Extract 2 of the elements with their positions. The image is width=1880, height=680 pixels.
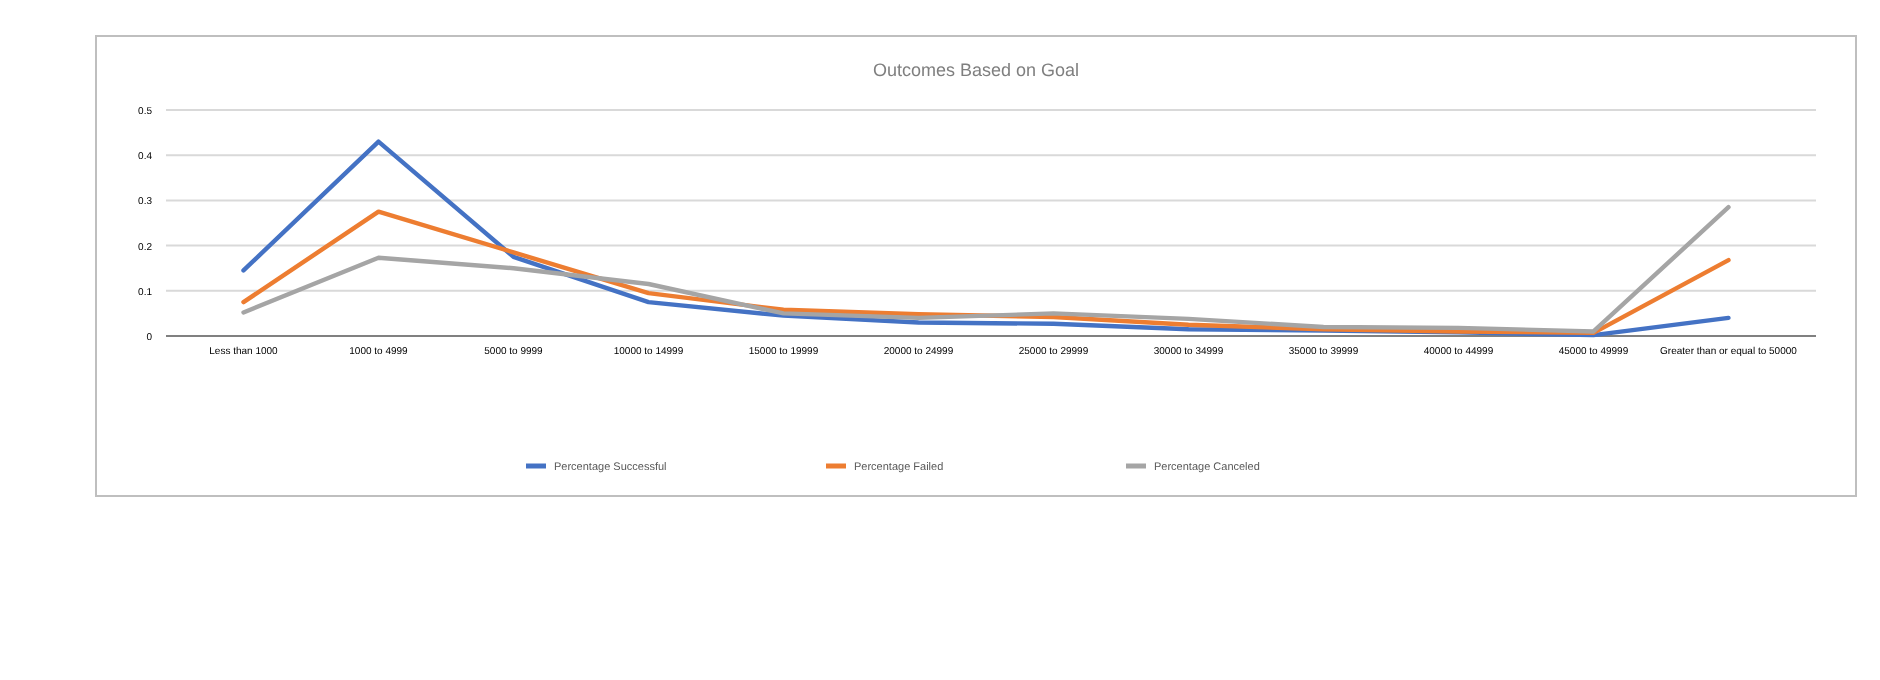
line-series xyxy=(241,139,1731,338)
chart-title: Outcomes Based on Goal xyxy=(872,60,1080,80)
